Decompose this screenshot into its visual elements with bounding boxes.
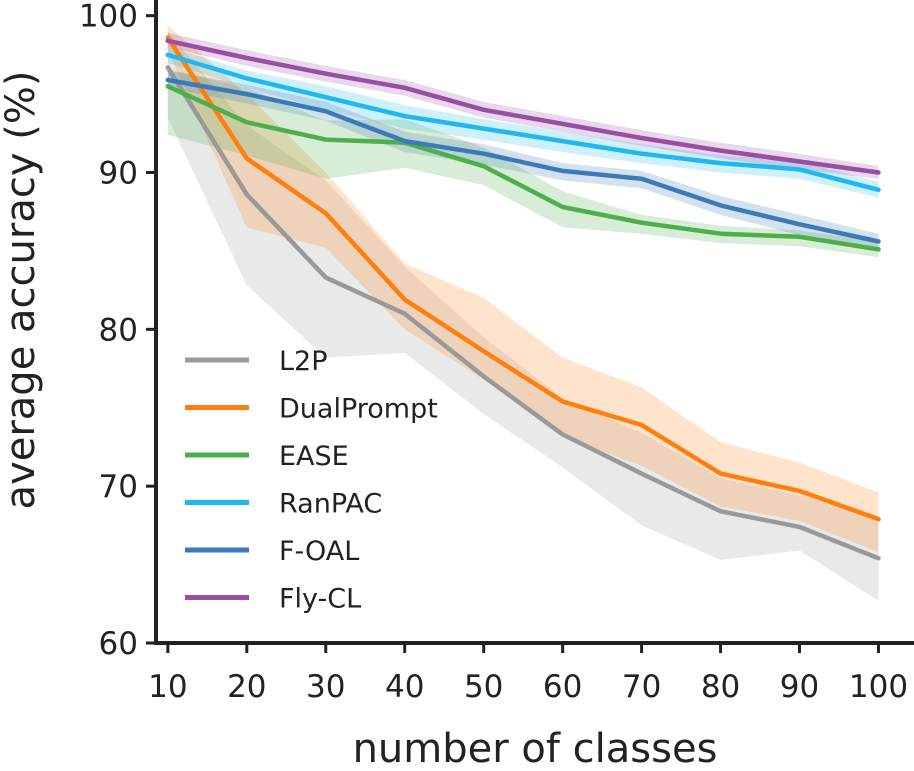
point-ease [245,120,249,124]
line-ease [165,84,881,252]
line-dualprompt [165,35,881,522]
point-l2p [639,471,643,475]
y-axis-title: average accuracy (%) [0,71,44,510]
legend-label-fly-cl: Fly-CL [279,584,361,615]
x-tick-label: 10 [148,669,187,705]
point-fly-cl [245,56,249,60]
x-tick-label: 60 [543,669,582,705]
point-l2p [876,556,880,560]
point-ranpac [403,114,407,118]
point-dualprompt [797,489,801,493]
legend-label-dualprompt: DualPrompt [279,394,438,425]
line-f-oal [165,77,881,244]
point-l2p [560,432,564,436]
point-l2p [245,192,249,196]
x-tick-label: 90 [780,669,819,705]
point-fly-cl [482,108,486,112]
y-tick-label: 80 [99,312,138,348]
point-f-oal [324,109,328,113]
point-ranpac [324,95,328,99]
point-dualprompt [324,211,328,215]
point-ranpac [482,126,486,130]
point-l2p [482,374,486,378]
y-ticks: 60 70 80 90 100 [79,0,156,662]
legend-label-ease: EASE [279,441,349,472]
point-l2p [166,65,170,69]
point-fly-cl [560,122,564,126]
point-dualprompt [482,349,486,353]
point-fly-cl [166,39,170,43]
point-ease [797,235,801,239]
point-dualprompt [245,156,249,160]
legend: L2P DualPrompt EASE RanPAC F-OAL Fly-CL [185,346,438,615]
point-ranpac [797,167,801,171]
point-ease [718,232,722,236]
point-f-oal [718,203,722,207]
band-fly-cl [167,32,879,179]
point-f-oal [245,92,249,96]
point-l2p [797,525,801,529]
point-ranpac [718,161,722,165]
point-ranpac [560,139,564,143]
point-dualprompt [560,399,564,403]
point-dualprompt [876,517,880,521]
point-fly-cl [639,136,643,140]
point-l2p [324,275,328,279]
y-tick-label: 70 [99,469,138,505]
x-tick-label: 30 [306,669,345,705]
y-tick-label: 60 [99,626,138,662]
line-ranpac [165,52,881,193]
line-l2p [165,65,881,561]
point-ease [560,205,564,209]
x-tick-label: 50 [464,669,503,705]
point-f-oal [166,78,170,82]
point-f-oal [797,222,801,226]
point-f-oal [876,239,880,243]
point-fly-cl [718,148,722,152]
y-tick-label: 100 [79,0,138,35]
point-ease [482,164,486,168]
point-f-oal [482,152,486,156]
x-tick-label: 80 [701,669,740,705]
x-axis-title: number of classes [353,726,718,771]
point-ranpac [245,76,249,80]
point-fly-cl [797,159,801,163]
x-tick-label: 40 [385,669,424,705]
point-dualprompt [639,423,643,427]
point-l2p [403,312,407,316]
point-ease [876,247,880,251]
x-tick-label: 70 [622,669,661,705]
x-ticks: 10 20 30 40 50 60 70 80 90 100 [148,643,908,705]
band-dualprompt [167,25,879,553]
point-dualprompt [403,297,407,301]
point-l2p [718,509,722,513]
point-f-oal [560,169,564,173]
point-fly-cl [324,72,328,76]
point-dualprompt [718,471,722,475]
point-f-oal [403,139,407,143]
x-tick-label: 100 [849,669,908,705]
legend-label-l2p: L2P [279,346,328,377]
line-fly-cl [165,38,881,175]
point-ease [166,84,170,88]
y-tick-label: 90 [99,156,138,192]
x-tick-label: 20 [227,669,266,705]
axes [154,0,914,645]
confidence-bands [167,25,879,601]
point-fly-cl [403,86,407,90]
point-ranpac [639,152,643,156]
series-lines [165,35,881,561]
point-ease [639,221,643,225]
legend-label-f-oal: F-OAL [279,536,359,567]
point-fly-cl [876,170,880,174]
band-l2p [167,31,879,601]
point-f-oal [639,177,643,181]
point-ranpac [876,188,880,192]
point-ease [324,137,328,141]
legend-label-ranpac: RanPAC [279,489,382,520]
point-ranpac [166,53,170,57]
